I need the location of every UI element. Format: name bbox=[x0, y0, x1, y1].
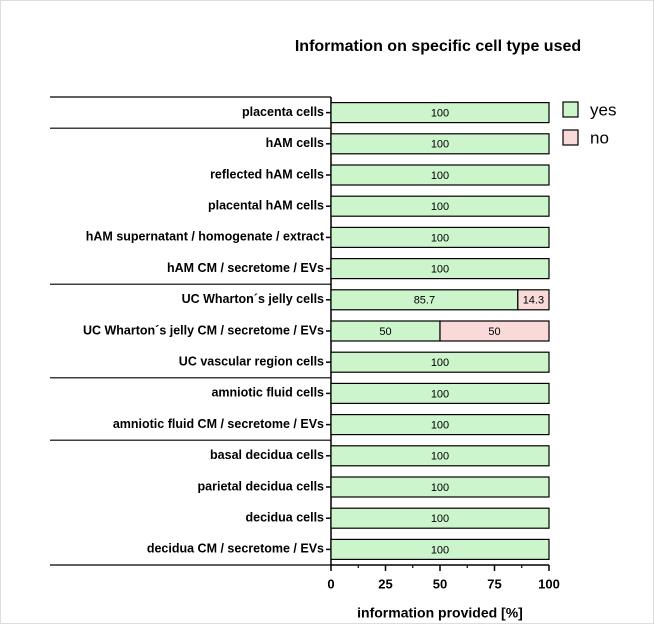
value-label: 14.3 bbox=[523, 295, 544, 307]
value-label: 100 bbox=[431, 357, 449, 369]
x-axis-label: information provided [%] bbox=[357, 605, 523, 621]
y-tick-label: basal decidua cells bbox=[210, 448, 324, 462]
bar-segment bbox=[517, 289, 550, 311]
value-label: 100 bbox=[431, 388, 449, 400]
y-tick-label: placenta cells bbox=[242, 105, 324, 119]
bar-segment bbox=[330, 476, 550, 498]
value-label: 100 bbox=[431, 170, 449, 182]
bar-segment bbox=[330, 164, 550, 186]
y-tick-label: amniotic fluid cells bbox=[211, 386, 324, 400]
value-label: 100 bbox=[431, 451, 449, 463]
value-label: 100 bbox=[431, 139, 449, 151]
y-tick-label: hAM CM / secretome / EVs bbox=[167, 261, 324, 275]
x-tick-label: 50 bbox=[433, 576, 447, 591]
bar-segment bbox=[330, 445, 550, 467]
y-tick-label: decidua cells bbox=[245, 510, 324, 524]
legend-label: no bbox=[590, 128, 609, 147]
y-tick-label: UC Wharton´s jelly cells bbox=[182, 292, 324, 306]
x-tick-label: 100 bbox=[538, 576, 560, 591]
y-tick-label: decidua CM / secretome / EVs bbox=[147, 542, 324, 556]
y-tick-label: hAM cells bbox=[266, 136, 324, 150]
y-tick-label: placental hAM cells bbox=[208, 198, 324, 212]
bar-segment bbox=[330, 382, 550, 404]
x-tick-label: 25 bbox=[378, 576, 392, 591]
x-tick-label: 75 bbox=[487, 576, 501, 591]
bar-segment bbox=[330, 507, 550, 529]
bar-segment bbox=[330, 538, 550, 561]
bar-segment bbox=[439, 320, 550, 342]
value-label: 100 bbox=[431, 264, 449, 276]
bar-segment bbox=[330, 226, 550, 248]
y-tick-label: amniotic fluid CM / secretome / EVs bbox=[113, 417, 324, 431]
bar-segment bbox=[330, 133, 550, 155]
bar-segment bbox=[330, 258, 550, 280]
value-label: 100 bbox=[431, 544, 449, 556]
value-label: 100 bbox=[431, 420, 449, 432]
value-label: 100 bbox=[431, 232, 449, 244]
value-label: 100 bbox=[431, 513, 449, 525]
bar-segment bbox=[330, 351, 550, 373]
y-tick-label: reflected hAM cells bbox=[210, 167, 324, 181]
chart-title: Information on specific cell type used bbox=[295, 38, 581, 55]
value-label: 85.7 bbox=[414, 295, 435, 307]
y-tick-label: UC vascular region cells bbox=[179, 354, 324, 368]
y-tick-label: UC Wharton´s jelly CM / secretome / EVs bbox=[83, 323, 324, 337]
value-label: 100 bbox=[431, 482, 449, 494]
y-tick-label: hAM supernatant / homogenate / extract bbox=[86, 230, 325, 244]
value-label: 50 bbox=[379, 326, 391, 338]
value-label: 50 bbox=[488, 326, 500, 338]
y-tick-label: parietal decidua cells bbox=[198, 479, 324, 493]
legend-swatch bbox=[562, 129, 579, 146]
value-label: 100 bbox=[431, 108, 449, 120]
legend-swatch bbox=[562, 101, 579, 118]
value-label: 100 bbox=[431, 201, 449, 213]
x-tick-label: 0 bbox=[327, 576, 334, 591]
bar-segment bbox=[330, 195, 550, 217]
bar-segment bbox=[330, 101, 550, 124]
legend-label: yes bbox=[590, 100, 616, 119]
bar-segment bbox=[330, 414, 550, 436]
